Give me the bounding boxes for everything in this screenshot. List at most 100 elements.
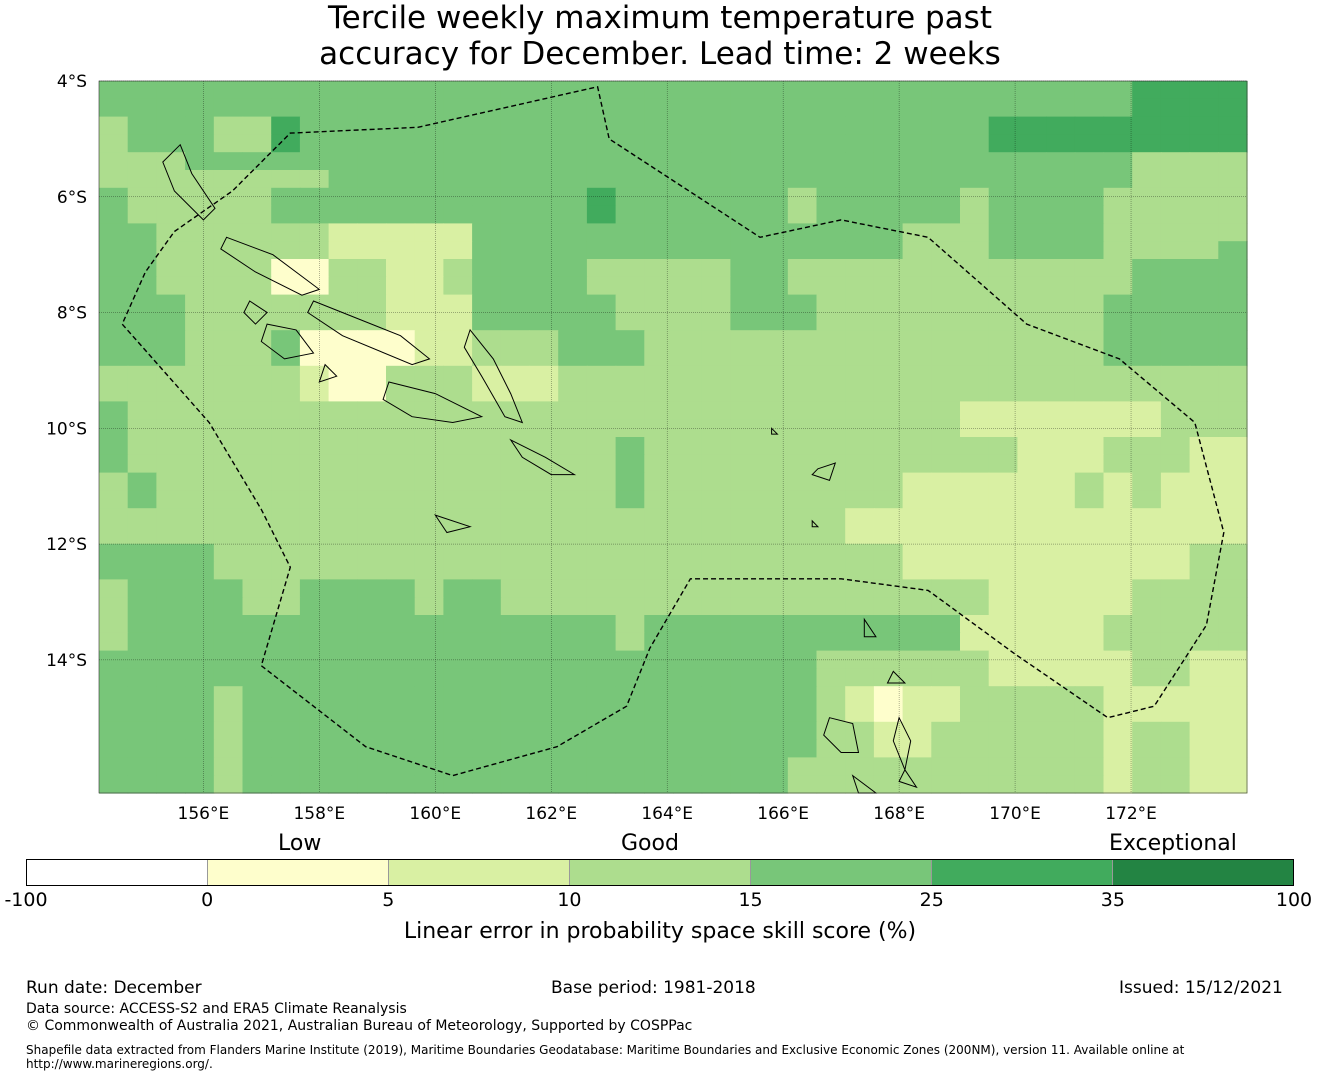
skill-cell	[586, 579, 617, 598]
skill-cell	[816, 223, 846, 242]
skill-cell	[558, 561, 588, 580]
skill-cell	[500, 668, 531, 687]
skill-cell	[386, 134, 416, 153]
skill-cell	[328, 294, 358, 313]
skill-cell	[1189, 205, 1219, 224]
skill-cell	[271, 721, 301, 741]
skill-cell	[673, 383, 703, 402]
skill-cell	[1132, 294, 1162, 313]
skill-cell	[529, 632, 559, 652]
skill-cell	[242, 205, 272, 224]
skill-cell	[500, 383, 531, 402]
skill-cell	[586, 116, 617, 135]
skill-cell	[242, 98, 272, 118]
skill-cell	[357, 134, 387, 153]
skill-cell	[1218, 561, 1248, 580]
skill-cell	[586, 241, 617, 260]
skill-cell	[242, 757, 272, 776]
skill-cell	[127, 704, 157, 723]
skill-cell	[586, 632, 617, 652]
skill-cell	[701, 401, 731, 420]
skill-cell	[156, 170, 186, 189]
skill-cell	[185, 294, 215, 313]
skill-cell	[242, 259, 272, 278]
skill-cell	[1132, 739, 1162, 758]
skill-cell	[759, 348, 789, 367]
skill-cell	[185, 579, 215, 598]
skill-cell	[386, 454, 416, 474]
skill-cell	[673, 348, 703, 367]
skill-cell	[1017, 775, 1047, 794]
skill-cell	[1017, 98, 1047, 118]
skill-cell	[242, 490, 272, 509]
skill-cell	[960, 294, 990, 313]
skill-cell	[156, 472, 186, 491]
skill-cell	[1218, 686, 1248, 705]
skill-cell	[1017, 365, 1047, 385]
skill-cell	[127, 276, 157, 296]
skill-cell	[156, 704, 186, 723]
skill-cell	[328, 543, 358, 563]
skill-cell	[185, 454, 215, 474]
skill-cell	[1074, 205, 1105, 224]
skill-cell	[558, 650, 588, 669]
skill-cell	[1189, 615, 1219, 634]
skill-cell	[615, 383, 645, 402]
skill-cell	[615, 508, 645, 527]
skill-cell	[99, 757, 129, 776]
skill-cell	[701, 312, 731, 331]
coastline	[823, 717, 860, 753]
skill-cell	[328, 312, 358, 331]
skill-cell	[787, 241, 818, 260]
skill-cell	[500, 615, 531, 634]
skill-cell	[873, 472, 904, 491]
skill-cell	[1132, 650, 1162, 669]
skill-cell	[127, 81, 157, 100]
skill-cell	[730, 668, 760, 687]
skill-cell	[1160, 739, 1191, 758]
skill-cell	[816, 152, 846, 171]
skill-cell	[1189, 508, 1219, 527]
skill-cell	[1074, 472, 1105, 491]
skill-cell	[673, 134, 703, 153]
skill-cell	[1103, 668, 1133, 687]
skill-cell	[1189, 686, 1219, 705]
skill-cell	[185, 561, 215, 580]
skill-cell	[1046, 81, 1076, 100]
skill-cell	[299, 721, 330, 741]
skill-cell	[242, 116, 272, 135]
skill-cell	[673, 490, 703, 509]
skill-cell	[328, 98, 358, 118]
skill-cell	[1189, 187, 1219, 207]
colorbar-tick-label: 0	[201, 889, 214, 911]
skill-cell	[414, 490, 444, 509]
skill-cell	[357, 152, 387, 171]
skill-cell	[1218, 472, 1248, 491]
skill-cell	[1046, 116, 1076, 135]
skill-cell	[586, 615, 617, 634]
skill-cell	[271, 134, 301, 153]
skill-cell	[357, 241, 387, 260]
skill-cell	[1189, 312, 1219, 331]
skill-cell	[816, 276, 846, 296]
skill-cell	[701, 775, 731, 794]
skill-cell	[1160, 437, 1191, 456]
skill-cell	[443, 170, 473, 189]
skill-cell	[1103, 365, 1133, 385]
skill-cell	[1132, 205, 1162, 224]
skill-cell	[787, 134, 818, 153]
skill-cell	[472, 205, 502, 224]
skill-cell	[730, 472, 760, 491]
skill-cell	[529, 98, 559, 118]
skill-cell	[1046, 597, 1076, 616]
skill-cell	[213, 721, 244, 741]
skill-cell	[1103, 152, 1133, 171]
skill-cell	[787, 437, 818, 456]
skill-cell	[644, 454, 674, 474]
skill-cell	[988, 686, 1018, 705]
skill-cell	[558, 668, 588, 687]
skill-cell	[529, 223, 559, 242]
skill-cell	[156, 205, 186, 224]
skill-cell	[988, 116, 1018, 135]
skill-cell	[328, 383, 358, 402]
